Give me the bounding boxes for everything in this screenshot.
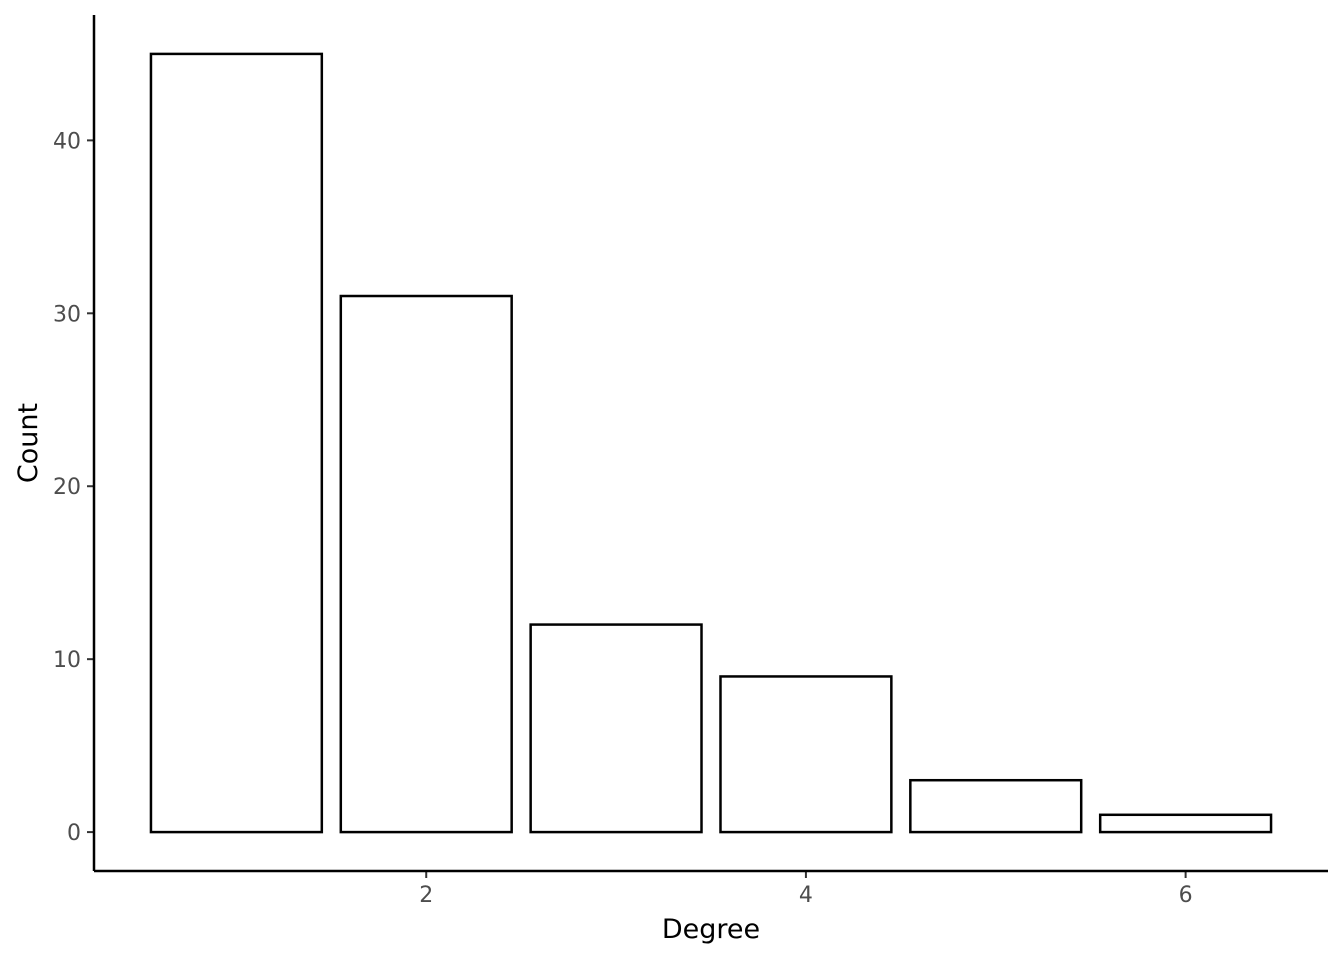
- y-tick-label: 40: [53, 129, 81, 154]
- x-axis-ticks: 2 4 6: [419, 871, 1193, 908]
- bars-group: [149, 52, 1273, 834]
- bar-degree-2: [339, 294, 513, 834]
- bar-degree-6: [1098, 813, 1273, 834]
- x-tick-label: 4: [799, 883, 813, 908]
- x-tick-label: 2: [419, 883, 433, 908]
- bar-degree-3: [529, 623, 703, 834]
- y-tick-label: 20: [53, 475, 81, 500]
- y-axis-ticks: 0 10 20 30 40: [53, 129, 94, 846]
- bar-degree-4: [719, 675, 893, 834]
- x-axis-title: Degree: [662, 914, 760, 945]
- y-tick-label: 0: [67, 821, 81, 846]
- y-tick-label: 30: [53, 302, 81, 327]
- bar-degree-5: [909, 778, 1083, 834]
- y-tick-label: 10: [53, 648, 81, 673]
- y-axis-title: Count: [13, 403, 44, 483]
- x-tick-label: 6: [1179, 883, 1193, 908]
- bar-degree-1: [149, 52, 324, 834]
